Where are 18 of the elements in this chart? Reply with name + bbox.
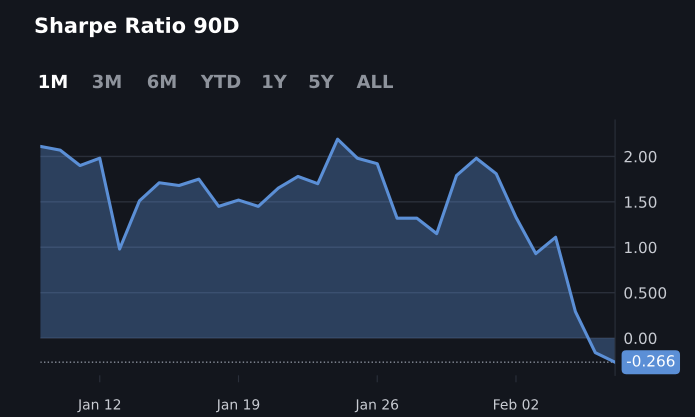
x-tick-label: Jan 19 <box>216 399 260 412</box>
y-tick-label: 1.50 <box>625 196 656 208</box>
y-tick-label: 0.00 <box>624 332 656 344</box>
text: ALL <box>356 74 393 88</box>
text: 1Y <box>263 74 287 88</box>
chart-title: Sharpe Ratio 90D <box>36 17 238 38</box>
x-tick-label: Feb 02 <box>494 398 538 410</box>
text: YTD <box>200 74 240 88</box>
text: 3M <box>92 74 121 88</box>
y-tick-label: 1.00 <box>625 242 656 254</box>
x-tick-label: Jan 12 <box>77 399 120 412</box>
text: 1M <box>40 74 67 88</box>
text: 6M <box>148 74 176 88</box>
y-tick-label: 2.00 <box>624 150 656 162</box>
text: 5Y <box>310 74 334 88</box>
x-tick-label: Jan 26 <box>354 399 398 412</box>
ref-line-label: -0.266 <box>626 355 674 367</box>
y-tick-label: 0.500 <box>624 287 666 299</box>
